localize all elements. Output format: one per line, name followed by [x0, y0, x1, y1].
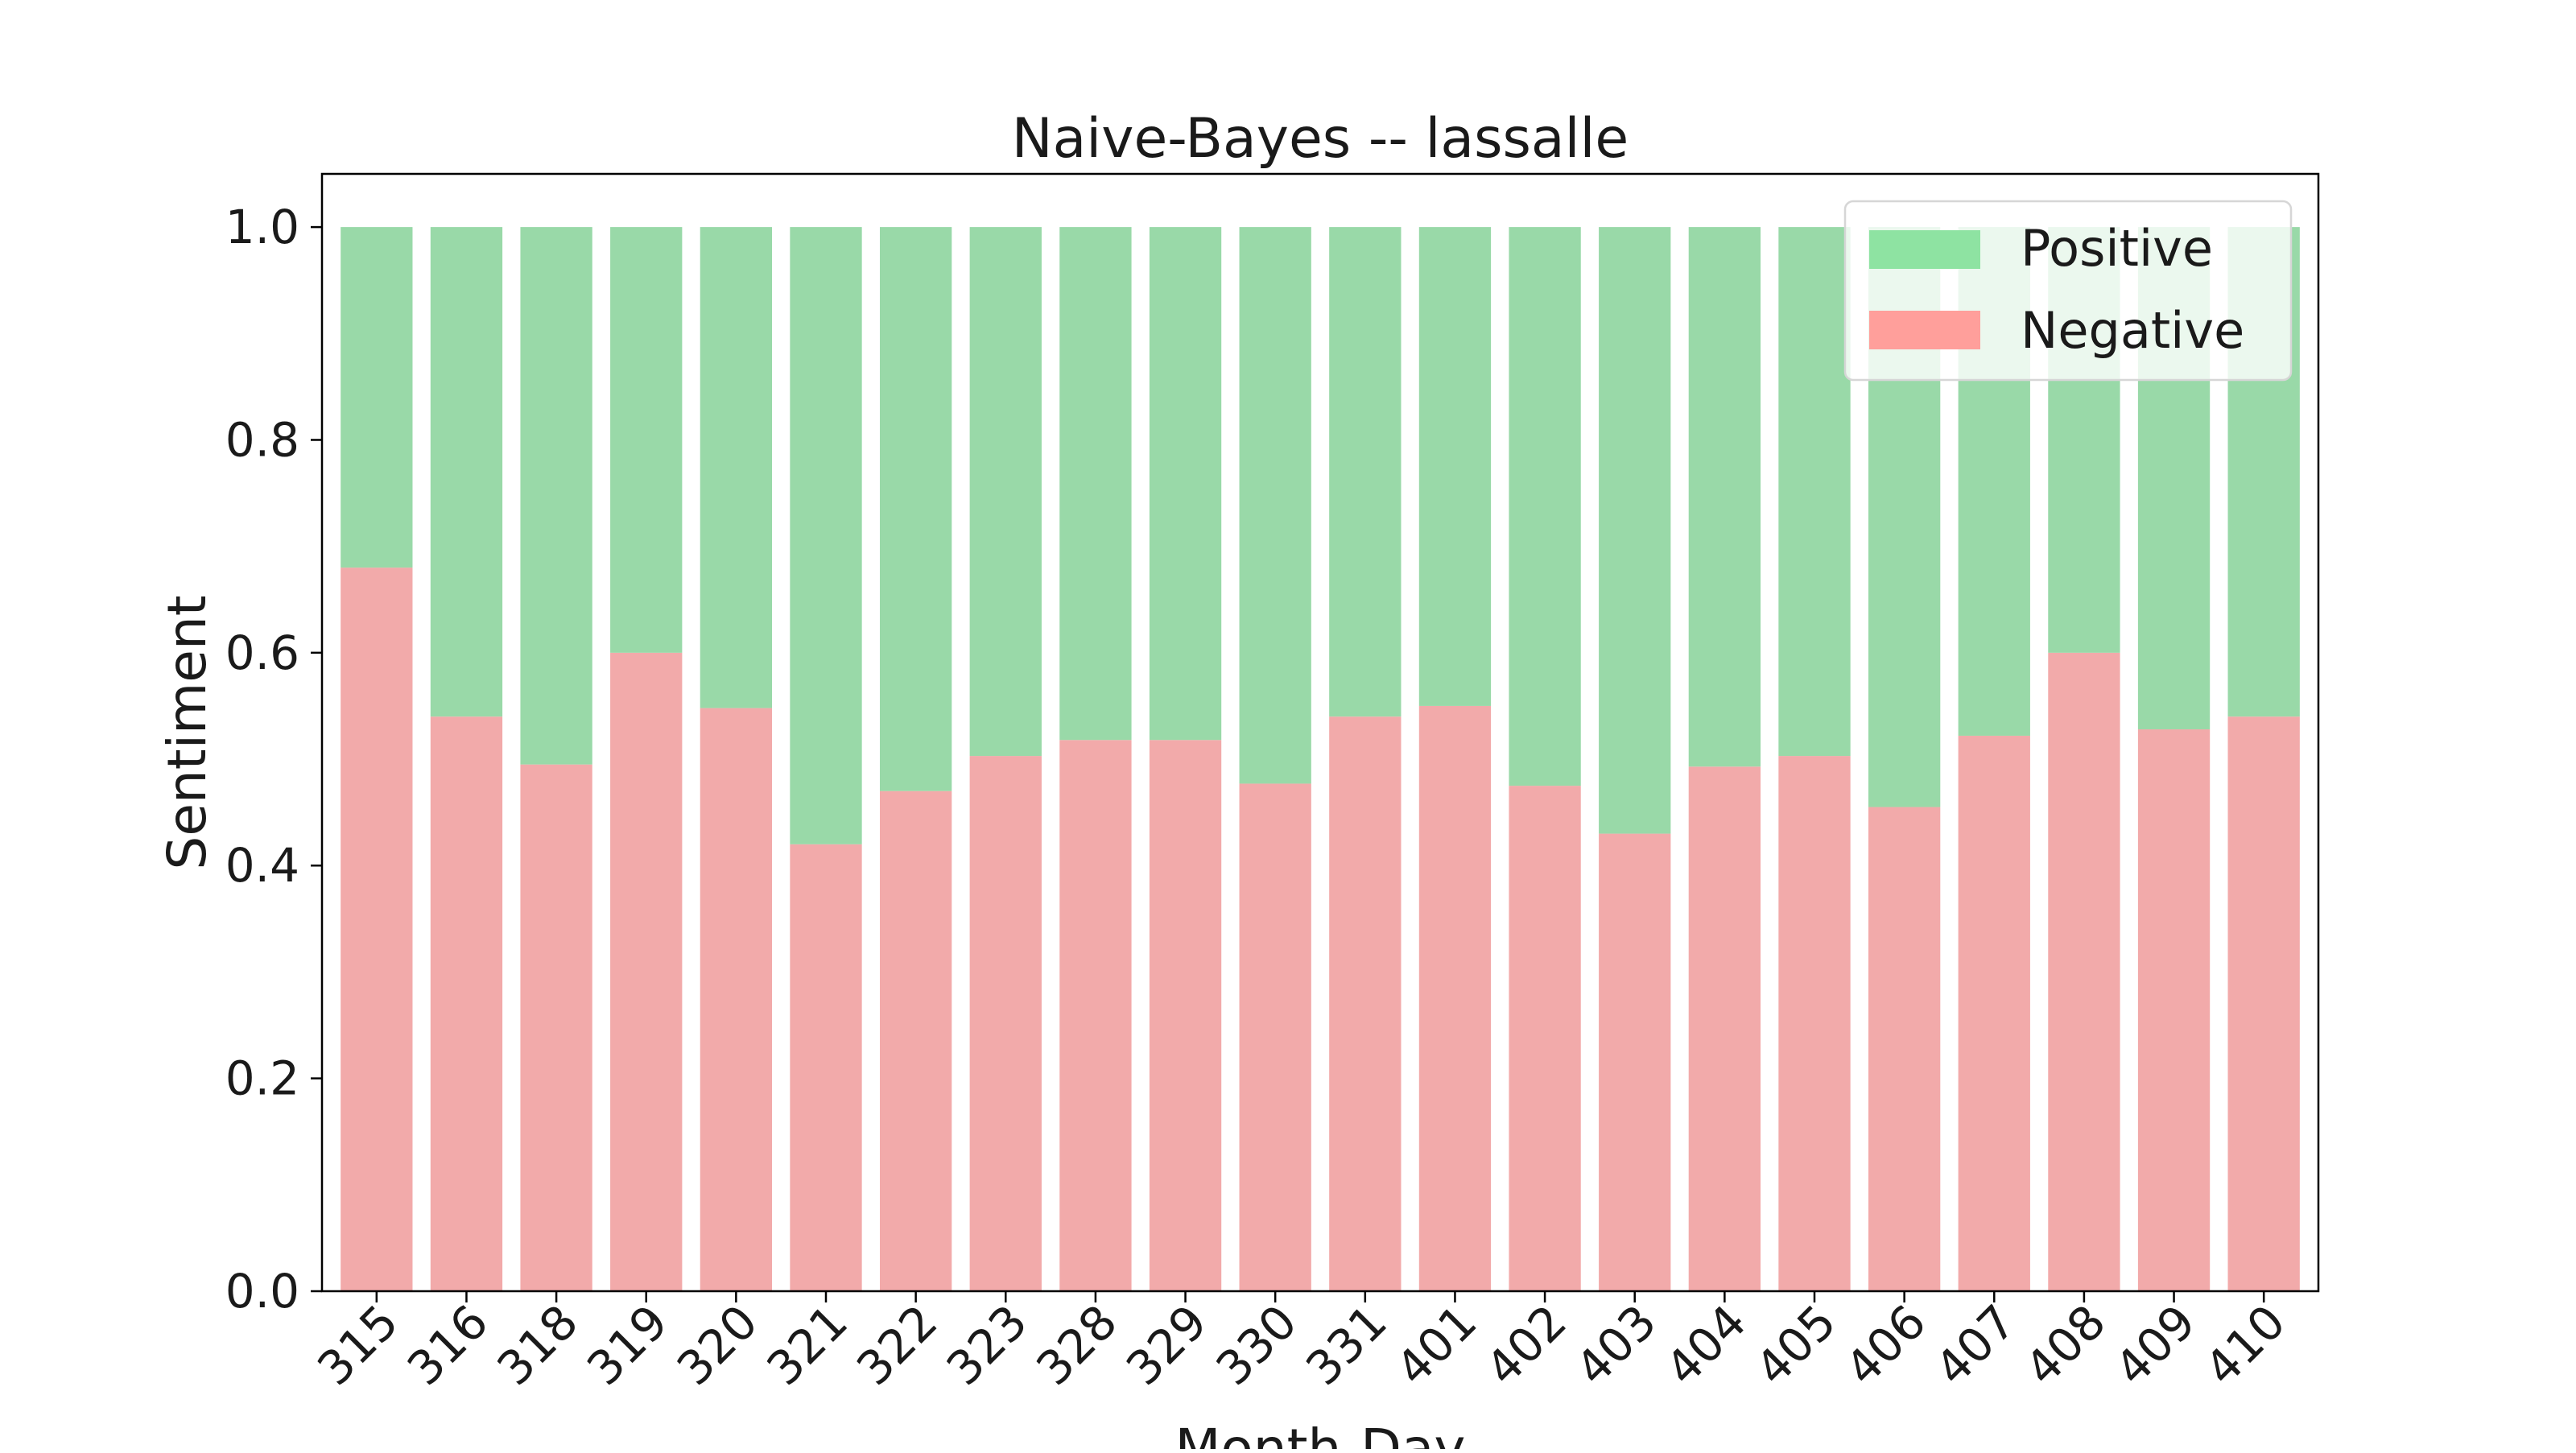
- x-tick-label-402: 402: [1476, 1294, 1577, 1396]
- bar-positive-323: [969, 227, 1042, 757]
- bar-negative-316: [430, 716, 503, 1291]
- bar-negative-318: [520, 764, 592, 1291]
- legend-label-negative: Negative: [2021, 301, 2244, 360]
- bar-negative-321: [790, 844, 862, 1291]
- x-tick-label-320: 320: [667, 1294, 768, 1396]
- bar-negative-315: [341, 568, 413, 1291]
- bar-positive-322: [879, 227, 952, 791]
- bar-positive-405: [1778, 227, 1851, 757]
- x-tick-label-408: 408: [2014, 1294, 2116, 1396]
- bar-positive-331: [1329, 227, 1402, 717]
- bar-negative-330: [1239, 783, 1311, 1291]
- x-tick-label-316: 316: [397, 1294, 498, 1396]
- bar-negative-407: [1958, 735, 2030, 1291]
- y-tick-label-0.8: 0.8: [225, 412, 299, 467]
- x-axis-ticks: 3153163183193203213223233283293303314014…: [307, 1291, 2296, 1396]
- bar-positive-316: [430, 227, 503, 717]
- plot-frame: [320, 172, 2320, 1293]
- x-tick-label-330: 330: [1206, 1294, 1307, 1396]
- y-axis-ticks: 0.0 0.2 0.4 0.6 0.8 1.0: [225, 200, 322, 1319]
- chart-title: Naive-Bayes -- lassalle: [1012, 107, 1629, 171]
- bar-positive-329: [1149, 227, 1222, 741]
- y-tick-label-0.2: 0.2: [225, 1051, 299, 1106]
- x-tick-label-403: 403: [1565, 1294, 1666, 1396]
- x-tick-label-322: 322: [846, 1294, 947, 1396]
- bars-layer: [341, 227, 2300, 1291]
- y-tick-label-1.0: 1.0: [225, 200, 299, 254]
- bar-positive-404: [1688, 227, 1761, 767]
- bar-positive-403: [1599, 227, 1671, 834]
- bar-negative-409: [2137, 729, 2211, 1291]
- bar-negative-402: [1509, 786, 1581, 1291]
- x-tick-label-318: 318: [487, 1294, 588, 1396]
- bar-negative-323: [969, 756, 1042, 1291]
- bar-negative-329: [1149, 740, 1222, 1291]
- bar-negative-328: [1059, 740, 1132, 1291]
- bar-positive-319: [610, 227, 683, 653]
- x-tick-label-321: 321: [757, 1294, 858, 1396]
- x-tick-label-323: 323: [936, 1294, 1038, 1396]
- x-tick-label-401: 401: [1385, 1294, 1487, 1396]
- bar-positive-330: [1239, 227, 1311, 784]
- bar-positive-328: [1059, 227, 1132, 741]
- bar-negative-322: [879, 790, 952, 1291]
- bar-negative-406: [1868, 807, 1941, 1291]
- bar-negative-331: [1329, 716, 1402, 1291]
- bar-negative-408: [2048, 652, 2120, 1291]
- bar-positive-320: [700, 227, 773, 708]
- bar-positive-401: [1418, 227, 1492, 706]
- bar-negative-401: [1418, 705, 1492, 1291]
- x-tick-label-315: 315: [307, 1294, 408, 1396]
- bar-positive-315: [341, 227, 413, 568]
- legend-swatch-negative: [1869, 311, 1980, 349]
- bar-negative-320: [700, 708, 773, 1291]
- bar-positive-321: [790, 227, 862, 844]
- x-tick-label-405: 405: [1745, 1294, 1847, 1396]
- bar-positive-402: [1509, 227, 1581, 786]
- bar-negative-319: [610, 652, 683, 1291]
- x-tick-label-328: 328: [1026, 1294, 1127, 1396]
- x-tick-label-407: 407: [1925, 1294, 2026, 1396]
- x-axis-label: Month-Day: [1174, 1418, 1465, 1449]
- x-tick-label-406: 406: [1835, 1294, 1936, 1396]
- x-tick-label-404: 404: [1655, 1294, 1757, 1396]
- y-tick-label-0.4: 0.4: [225, 838, 299, 893]
- y-axis-label: Sentiment: [156, 595, 218, 869]
- x-tick-label-319: 319: [576, 1294, 678, 1396]
- bar-negative-403: [1599, 833, 1671, 1291]
- bar-negative-405: [1778, 756, 1851, 1291]
- x-tick-label-329: 329: [1116, 1294, 1217, 1396]
- bar-negative-404: [1688, 766, 1761, 1291]
- x-tick-label-331: 331: [1295, 1294, 1397, 1396]
- legend-swatch-positive: [1869, 230, 1980, 269]
- bar-negative-410: [2227, 716, 2300, 1291]
- bar-positive-318: [520, 227, 592, 765]
- x-tick-label-410: 410: [2194, 1294, 2296, 1396]
- y-tick-label-0.0: 0.0: [225, 1264, 299, 1319]
- legend: Positive Negative: [1843, 200, 2293, 382]
- x-tick-label-409: 409: [2104, 1294, 2206, 1396]
- y-tick-label-0.6: 0.6: [225, 625, 299, 680]
- legend-label-positive: Positive: [2021, 219, 2213, 278]
